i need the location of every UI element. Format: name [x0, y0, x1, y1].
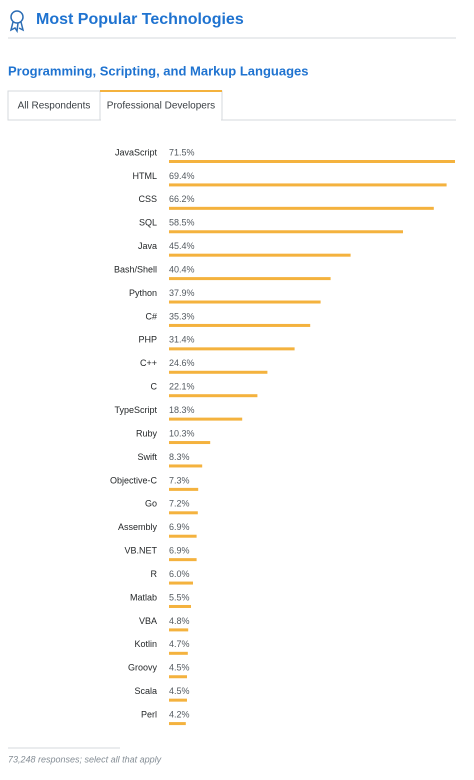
category-label: Swift	[137, 452, 157, 462]
bar	[169, 604, 191, 608]
header-icon	[9, 10, 25, 34]
bar	[169, 511, 198, 515]
value-label: 4.8%	[169, 616, 190, 626]
page-title: Most Popular Technologies	[36, 11, 244, 28]
category-label: C#	[145, 311, 157, 321]
bar	[169, 675, 187, 679]
value-label: 58.5%	[169, 218, 195, 228]
tab-label[interactable]: All Respondents	[18, 101, 91, 112]
bar	[169, 300, 321, 304]
bar	[169, 698, 187, 702]
category-label: Perl	[141, 709, 157, 719]
value-label: 6.0%	[169, 569, 190, 579]
category-label: Groovy	[128, 663, 158, 673]
value-label: 69.4%	[169, 171, 195, 181]
bar	[169, 230, 403, 234]
value-label: 18.3%	[169, 405, 195, 415]
category-label: HTML	[133, 171, 158, 181]
category-label: Go	[145, 499, 157, 509]
bar	[169, 370, 268, 374]
value-label: 37.9%	[169, 288, 195, 298]
value-label: 10.3%	[169, 428, 195, 438]
bar	[169, 534, 197, 538]
value-label: 7.3%	[169, 475, 190, 485]
category-label: C++	[140, 358, 157, 368]
bar	[169, 581, 193, 585]
bar	[169, 347, 295, 351]
category-label: SQL	[139, 218, 157, 228]
value-label: 66.2%	[169, 194, 195, 204]
category-label: VBA	[139, 616, 157, 626]
value-label: 8.3%	[169, 452, 190, 462]
value-label: 4.7%	[169, 639, 190, 649]
category-label: Objective-C	[110, 475, 158, 485]
value-label: 22.1%	[169, 382, 195, 392]
category-label: Python	[129, 288, 157, 298]
value-label: 4.5%	[169, 686, 190, 696]
category-label: R	[151, 569, 158, 579]
value-label: 40.4%	[169, 264, 195, 274]
value-label: 4.2%	[169, 709, 190, 719]
value-label: 4.5%	[169, 663, 190, 673]
bar	[169, 417, 243, 421]
category-label: Scala	[134, 686, 157, 696]
category-label: Assembly	[118, 522, 158, 532]
bar	[169, 722, 186, 726]
category-label: C	[151, 382, 158, 392]
tab-bar: All Respondents Professional Developers	[7, 90, 456, 121]
bar	[169, 206, 434, 210]
category-label: Bash/Shell	[114, 264, 157, 274]
bar	[169, 160, 455, 163]
bar	[169, 441, 211, 445]
category-label: Matlab	[130, 592, 157, 602]
category-label: CSS	[138, 194, 157, 204]
bar	[169, 277, 331, 281]
footnote: 73,248 responses; select all that apply	[8, 754, 162, 764]
bar	[169, 394, 258, 398]
bar	[169, 628, 189, 632]
value-label: 24.6%	[169, 358, 195, 368]
bar	[169, 323, 311, 327]
category-label: Kotlin	[134, 639, 157, 649]
category-label: PHP	[138, 335, 157, 345]
category-label: TypeScript	[114, 405, 157, 415]
value-label: 31.4%	[169, 335, 195, 345]
bar	[169, 464, 203, 468]
bar	[169, 253, 351, 257]
value-label: 45.4%	[169, 241, 195, 251]
category-label: Ruby	[136, 428, 158, 438]
value-label: 6.9%	[169, 546, 190, 556]
chart-title: Programming, Scripting, and Markup Langu…	[8, 63, 309, 78]
category-label: Java	[138, 241, 157, 251]
value-label: 71.5%	[169, 147, 195, 157]
value-label: 35.3%	[169, 311, 195, 321]
value-label: 7.2%	[169, 499, 190, 509]
value-label: 5.5%	[169, 592, 190, 602]
category-label: VB.NET	[124, 546, 157, 556]
bar	[169, 558, 197, 562]
bar	[169, 487, 199, 491]
category-label: JavaScript	[115, 147, 158, 157]
bar	[169, 651, 188, 655]
value-label: 6.9%	[169, 522, 190, 532]
tab-label[interactable]: Professional Developers	[107, 101, 215, 112]
bar	[169, 183, 447, 187]
bar-rows: JavaScript 71.5% HTML 69.4% CSS 66.2% SQL 58.5%…	[110, 147, 455, 726]
